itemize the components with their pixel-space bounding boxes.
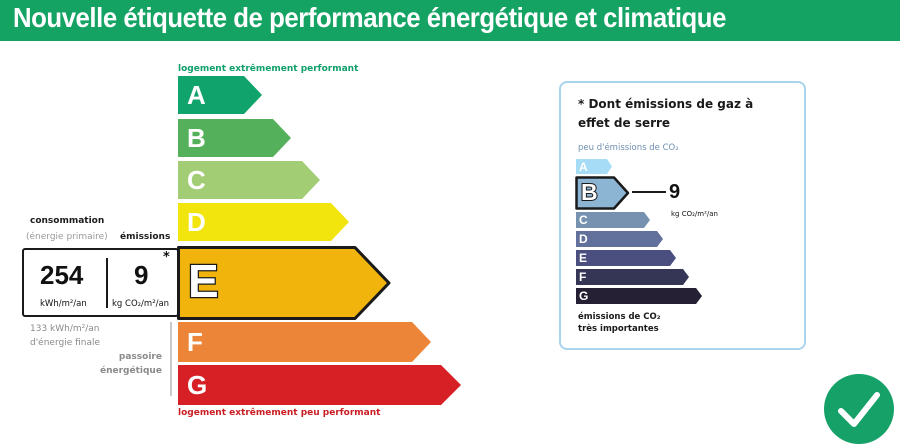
score-box: 254 kWh/m²/an 9 kg CO₂/m²/an [22, 248, 179, 317]
ges-title: * Dont émissions de gaz à effet de serre [578, 97, 754, 130]
current-ges-class-letter: B [580, 179, 599, 205]
current-energy-class-letter: E [187, 255, 220, 307]
passoire-bracket [170, 322, 172, 396]
energy-class-letter: C [187, 165, 206, 195]
passoire-label: passoire énergétique [100, 350, 162, 378]
passoire-line1: passoire [118, 352, 162, 362]
emissions-unit: kg CO₂/m²/an [112, 299, 170, 309]
score-divider [106, 258, 108, 308]
ges-unit: kg CO₂/m²/an [671, 210, 718, 218]
energy-class-c: C [178, 161, 322, 199]
emissions-title: émissions [120, 232, 171, 242]
energy-class-a: A [178, 76, 264, 114]
ges-class-c: C [576, 212, 652, 228]
ges-high-label: émissions de CO₂ très importantes [578, 311, 660, 335]
energy-class-g: G [178, 365, 464, 405]
ges-class-letter: G [579, 289, 589, 303]
header-banner: Nouvelle étiquette de performance énergé… [0, 0, 900, 41]
ges-low-label: peu d'émissions de CO₂ [578, 143, 679, 153]
ges-class-b-current: B [575, 176, 631, 210]
ges-high-line2: très importantes [578, 324, 659, 334]
checkmark-badge [824, 374, 894, 444]
energy-class-e-current: E [177, 246, 393, 320]
ges-class-a: A [576, 159, 614, 174]
checkmark-icon [838, 392, 880, 427]
passoire-line2: énergétique [100, 366, 162, 376]
energy-class-f: F [178, 322, 434, 362]
consumption-value: 254 [40, 260, 84, 290]
energy-class-letter: F [187, 327, 203, 357]
energy-class-letter: A [187, 80, 206, 110]
emissions-value: 9 [134, 260, 149, 290]
ges-high-line1: émissions de CO₂ [578, 312, 661, 322]
ges-class-letter: F [579, 270, 587, 284]
ges-class-letter: C [579, 213, 588, 227]
final-energy-info: 133 kWh/m²/an d'énergie finale [30, 322, 100, 350]
final-energy-value: 133 kWh/m²/an [30, 324, 100, 334]
ges-pointer-line [632, 191, 666, 193]
page-title: Nouvelle étiquette de performance énergé… [13, 2, 726, 33]
energy-class-letter: D [187, 207, 206, 237]
energy-class-d: D [178, 203, 352, 241]
consumption-title: consommation [30, 216, 105, 226]
consumption-subtitle: (énergie primaire) [26, 232, 108, 242]
ges-class-e: E [576, 250, 678, 266]
energy-class-b: B [178, 119, 294, 157]
scale-bottom-label: logement extrêmement peu performant [178, 408, 381, 418]
final-energy-label: d'énergie finale [30, 338, 101, 348]
ges-class-letter: E [579, 251, 588, 265]
emissions-asterisk: * [163, 250, 170, 265]
scale-top-label: logement extrêmement performant [178, 64, 359, 74]
energy-class-letter: G [187, 370, 208, 400]
ges-class-letter: A [579, 160, 588, 174]
energy-class-letter: B [187, 123, 206, 153]
ges-class-d: D [576, 231, 666, 247]
consumption-unit: kWh/m²/an [40, 299, 87, 309]
ges-class-f: F [576, 269, 692, 285]
ges-class-g: G [576, 288, 704, 304]
ges-class-letter: D [579, 232, 588, 246]
ges-value: 9 [669, 181, 681, 203]
